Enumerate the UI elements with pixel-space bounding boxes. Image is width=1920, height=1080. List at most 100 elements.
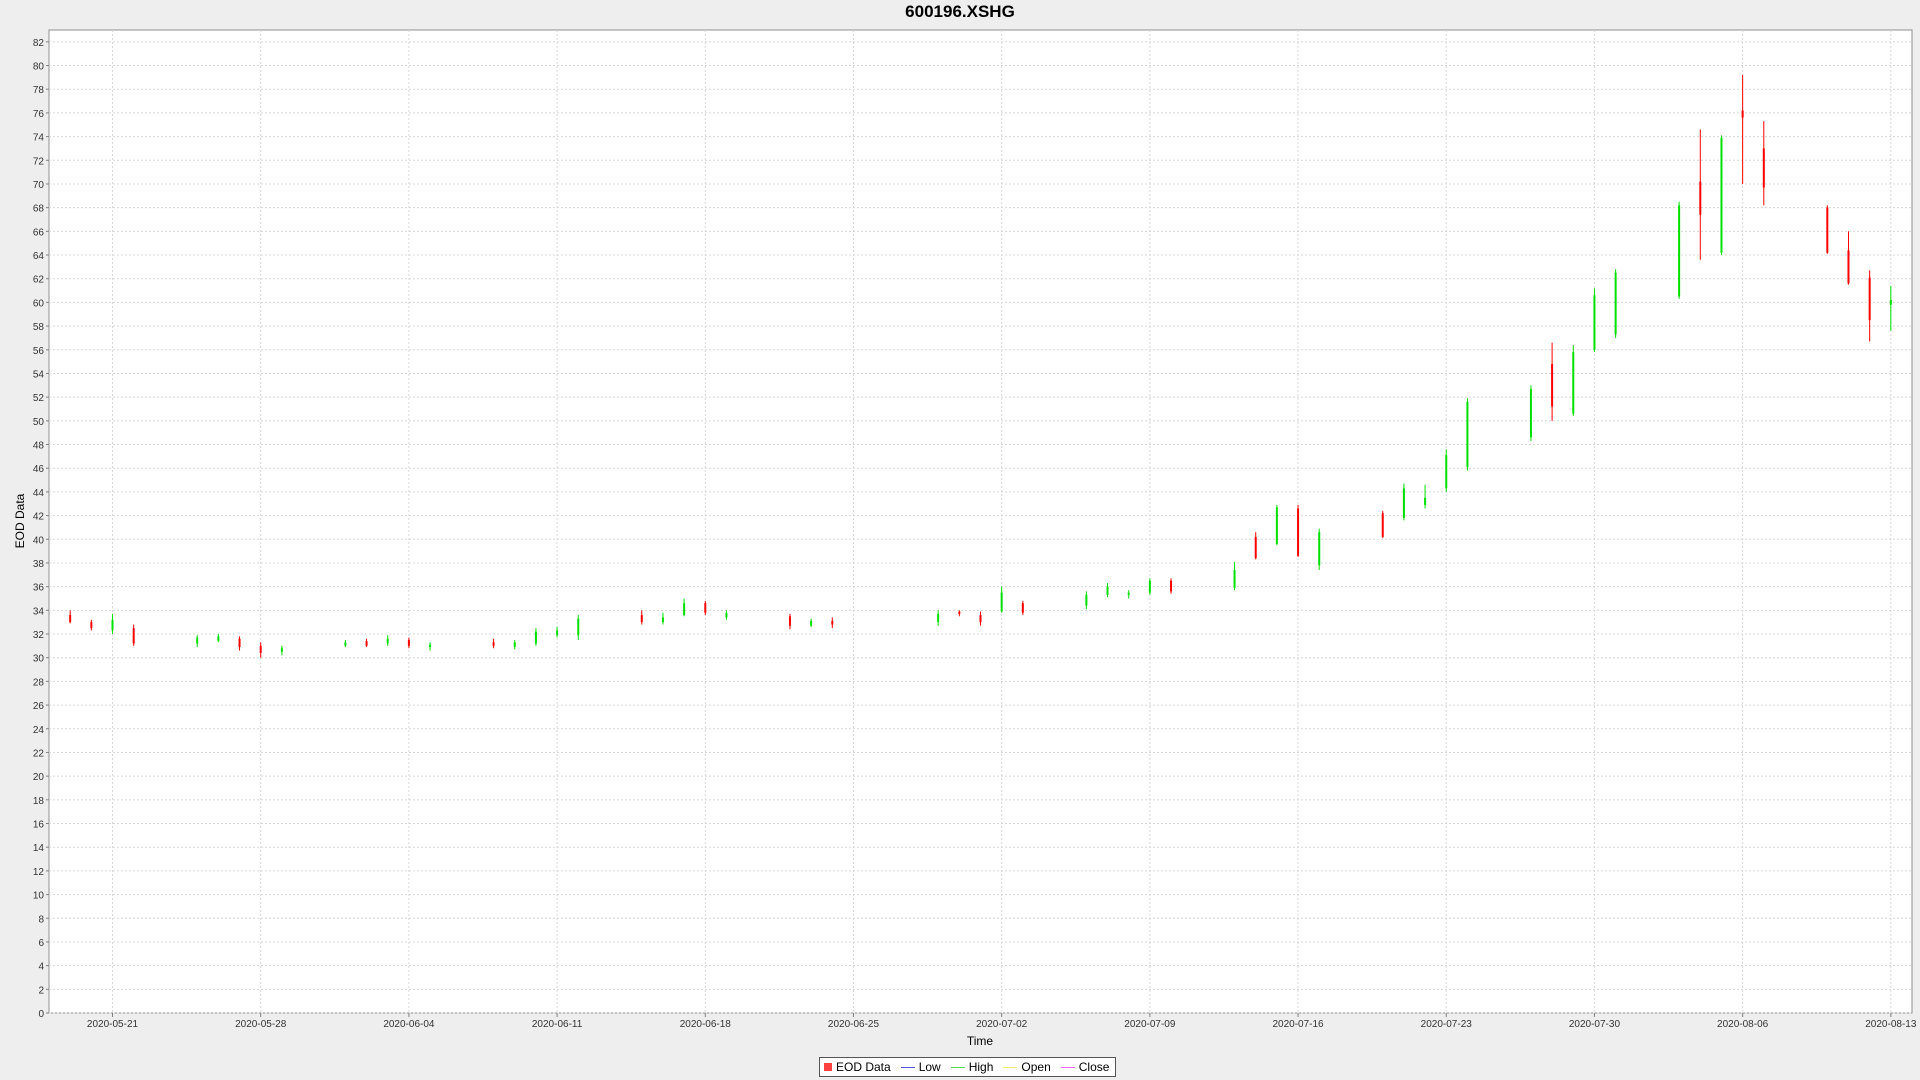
legend: EOD Data Low High Open Close	[819, 1057, 1117, 1077]
x-tick-label: 2020-07-09	[1124, 1019, 1176, 1030]
candle-body	[704, 603, 707, 613]
candle-body	[407, 639, 410, 646]
candle-body	[1762, 148, 1765, 188]
candle	[1529, 385, 1532, 441]
candle-body	[1127, 592, 1130, 595]
candle	[534, 628, 537, 646]
y-axis-label: EOD Data	[13, 493, 27, 548]
candle-body	[1381, 513, 1384, 537]
candle-body	[90, 622, 93, 629]
candle-body	[1254, 536, 1257, 559]
candle	[958, 610, 961, 617]
candle	[1868, 270, 1871, 342]
candle-body	[1170, 580, 1173, 592]
y-tick-label: 38	[33, 559, 45, 570]
candle	[1275, 504, 1278, 546]
candle	[1085, 591, 1088, 610]
candle	[513, 639, 516, 650]
candle	[979, 611, 982, 626]
candle-body	[1572, 352, 1575, 414]
candle-body	[280, 648, 283, 652]
candle	[1699, 129, 1702, 260]
y-tick-label: 52	[33, 393, 45, 404]
y-tick-label: 30	[33, 654, 45, 665]
y-tick-label: 18	[33, 796, 45, 807]
candle-body	[661, 617, 664, 623]
legend-label: Open	[1021, 1060, 1051, 1074]
y-tick-label: 40	[33, 535, 45, 546]
x-axis-label: Time	[967, 1034, 994, 1048]
x-tick-label: 2020-06-11	[532, 1019, 583, 1030]
y-tick-label: 4	[38, 962, 44, 973]
candle	[1720, 135, 1723, 256]
x-axis: 2020-05-21 2020-05-28 2020-06-04 2020-06-11…	[87, 1013, 1917, 1030]
candle	[111, 613, 114, 635]
candle-body	[556, 630, 559, 636]
candle-body	[344, 642, 347, 646]
candle-body	[937, 613, 940, 623]
candle-body	[1868, 277, 1871, 321]
candle-body	[1106, 586, 1109, 595]
candle	[69, 610, 72, 624]
legend-swatch	[900, 1066, 915, 1068]
candle	[90, 619, 93, 631]
y-tick-label: 6	[38, 938, 44, 949]
candle-body	[1297, 508, 1300, 556]
candle-body	[683, 603, 686, 616]
candle	[429, 642, 432, 651]
candle-body	[1741, 110, 1744, 118]
y-tick-label: 80	[33, 62, 45, 73]
candle-body	[534, 631, 537, 644]
candle	[1402, 483, 1405, 521]
x-tick-label: 2020-05-28	[235, 1019, 287, 1030]
y-tick-label: 68	[33, 204, 45, 215]
candle-body	[111, 619, 114, 631]
candle-body	[1529, 388, 1532, 438]
candle-body	[69, 615, 72, 623]
y-tick-label: 22	[33, 748, 45, 759]
y-tick-label: 20	[33, 772, 45, 783]
candle-body	[132, 628, 135, 644]
y-tick-label: 48	[33, 441, 45, 452]
candle-body	[1699, 181, 1702, 215]
candle-body	[725, 612, 728, 618]
candle	[386, 635, 389, 646]
candle-body	[1466, 401, 1469, 468]
candle	[1826, 205, 1829, 254]
y-tick-label: 28	[33, 677, 45, 688]
candle-body	[1551, 363, 1554, 407]
x-tick-label: 2020-07-30	[1569, 1019, 1621, 1030]
legend-swatch	[824, 1063, 832, 1071]
candle-body	[1000, 592, 1003, 612]
y-tick-label: 34	[33, 606, 45, 617]
candle	[1254, 532, 1257, 560]
candle-body	[1318, 532, 1321, 566]
candle-body	[1148, 580, 1151, 593]
x-tick-label: 2020-08-13	[1865, 1019, 1917, 1030]
y-tick-label: 60	[33, 298, 45, 309]
y-tick-label: 42	[33, 512, 45, 523]
y-tick-label: 70	[33, 180, 45, 191]
y-tick-label: 74	[33, 133, 45, 144]
candle	[725, 610, 728, 620]
y-tick-label: 50	[33, 417, 45, 428]
x-tick-label: 2020-07-02	[976, 1019, 1028, 1030]
candle	[1466, 398, 1469, 471]
y-tick-label: 66	[33, 227, 45, 238]
x-tick-label: 2020-07-23	[1421, 1019, 1473, 1030]
candle	[1381, 510, 1384, 539]
y-tick-label: 0	[38, 1009, 44, 1020]
candle	[937, 610, 940, 626]
candle	[831, 617, 834, 629]
candle-body	[386, 638, 389, 644]
candle-body	[1847, 250, 1850, 284]
candle	[1233, 561, 1236, 591]
candle-body	[365, 641, 368, 646]
candle	[704, 600, 707, 616]
candle	[1889, 285, 1892, 331]
x-tick-label: 2020-06-25	[828, 1019, 880, 1030]
candle	[280, 645, 283, 656]
y-tick-label: 10	[33, 891, 45, 902]
candle-body	[1614, 272, 1617, 335]
